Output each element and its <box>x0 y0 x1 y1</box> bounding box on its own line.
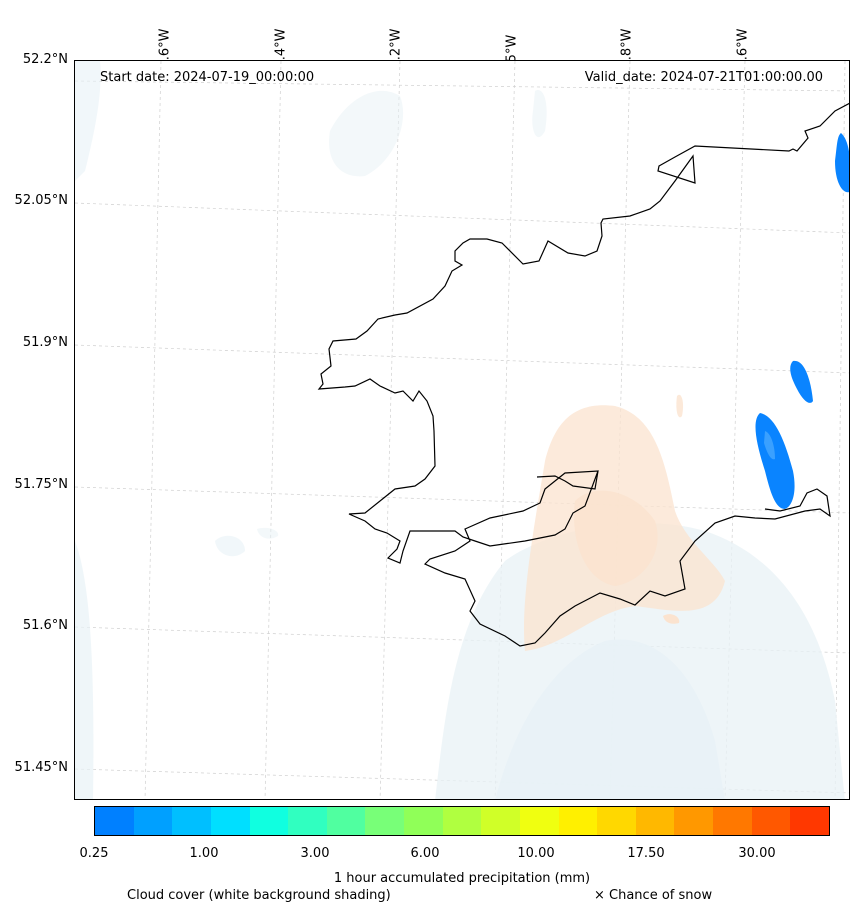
gridline-lat <box>75 344 849 374</box>
colorbar-tick-label: 10.00 <box>517 846 555 861</box>
colorbar-segment <box>674 807 713 835</box>
colorbar-tick-label: 17.50 <box>627 846 665 861</box>
cloud-cover-shading <box>75 61 845 799</box>
colorbar-segment <box>751 807 791 835</box>
colorbar-segment <box>442 807 482 835</box>
precip-blob <box>790 360 813 403</box>
colorbar-segment <box>95 807 134 835</box>
colorbar-tick-label: 6.00 <box>410 846 440 861</box>
lon-label-4-6w: 4.6°W <box>735 28 751 69</box>
precip-blob-core <box>764 431 775 460</box>
precipitation-colorbar <box>94 806 830 836</box>
lon-label-5w: 5°W <box>504 34 520 63</box>
coastline-path <box>317 102 849 647</box>
valid-date-label: Valid_date: 2024-07-21T01:00:00.00 <box>584 70 823 85</box>
colorbar-segment <box>713 807 752 835</box>
colorbar-title: 1 hour accumulated precipitation (mm) <box>333 871 591 886</box>
colorbar-tick-label: 30.00 <box>738 846 776 861</box>
colorbar-segment <box>210 807 250 835</box>
colorbar-tick-label: 3.00 <box>300 846 330 861</box>
gridline-lat <box>75 486 849 514</box>
colorbar-tick-label: 0.25 <box>79 846 109 861</box>
colorbar-segment <box>519 807 559 835</box>
colorbar-segment <box>635 807 675 835</box>
precipitation-areas <box>755 133 849 509</box>
gridline-lat <box>75 202 849 234</box>
coastline <box>317 102 849 647</box>
lat-label-51-6n: 51.6°N <box>22 618 68 633</box>
map-panel[interactable] <box>74 60 850 800</box>
colorbar-segment <box>288 807 327 835</box>
warm-shading <box>524 394 725 651</box>
lat-label-52-05n: 52.05°N <box>14 193 68 208</box>
colorbar-segment <box>481 807 520 835</box>
colorbar-segment <box>133 807 173 835</box>
colorbar-segment <box>326 807 366 835</box>
precip-blob <box>835 133 849 193</box>
colorbar-segment <box>249 807 289 835</box>
snow-legend: × Chance of snow <box>594 888 713 903</box>
lat-label-51-75n: 51.75°N <box>14 477 68 492</box>
lon-label-5-6w: 5.6°W <box>157 28 173 69</box>
lat-label-51-9n: 51.9°N <box>22 335 68 350</box>
colorbar-segment <box>172 807 211 835</box>
coastline-inlet <box>536 470 599 490</box>
colorbar-segment <box>790 807 829 835</box>
colorbar-segment <box>597 807 636 835</box>
lat-label-52-2n: 52.2°N <box>22 52 68 67</box>
colorbar-segment <box>365 807 404 835</box>
colorbar-tick-label: 1.00 <box>189 846 219 861</box>
gridline-lon <box>144 61 162 799</box>
colorbar-segment <box>404 807 443 835</box>
gridline-lon <box>379 61 401 799</box>
start-date-label: Start date: 2024-07-19_00:00:00 <box>100 70 315 85</box>
precip-blob <box>755 413 795 509</box>
gridline-lon <box>264 61 282 799</box>
colorbar-segment <box>558 807 598 835</box>
lon-label-4-8w: 4.8°W <box>619 28 635 69</box>
cloud-cover-legend: Cloud cover (white background shading) <box>127 888 391 903</box>
lon-label-5-4w: 5.4°W <box>273 28 289 69</box>
lon-label-5-2w: 5.2°W <box>388 28 404 69</box>
map-canvas <box>75 61 849 799</box>
lat-label-51-45n: 51.45°N <box>14 760 68 775</box>
